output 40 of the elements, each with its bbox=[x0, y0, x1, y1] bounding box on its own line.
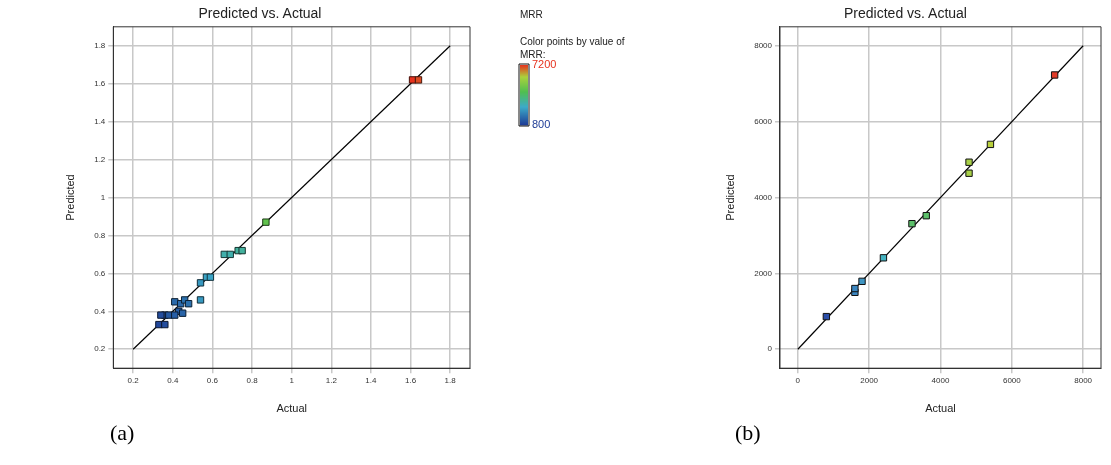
y-tick-label: 4000 bbox=[754, 192, 773, 202]
x-tick-label: 1.4 bbox=[365, 376, 378, 386]
x-tick-label: 1.8 bbox=[444, 376, 457, 386]
x-tick-label: 1.2 bbox=[325, 376, 338, 386]
x-tick-label: 6000 bbox=[1002, 376, 1022, 386]
y-tick-label: 0 bbox=[767, 344, 773, 354]
x-tick-label: 2000 bbox=[860, 376, 879, 386]
y-tick-label: 2000 bbox=[754, 268, 773, 278]
y-tick-label: 1.2 bbox=[94, 154, 106, 164]
chart-title: Predicted vs. Actual bbox=[198, 5, 322, 22]
y-tick-label: 1.6 bbox=[94, 78, 106, 88]
x-tick-label: 4000 bbox=[931, 376, 950, 386]
y-tick-label: 0.8 bbox=[94, 230, 106, 240]
x-tick-label: 0.8 bbox=[246, 376, 259, 386]
y-tick-label: 0.6 bbox=[94, 268, 106, 278]
y-axis-title: Predicted bbox=[63, 174, 76, 221]
x-tick-label: 0.2 bbox=[127, 376, 140, 386]
y-tick-label: 1.8 bbox=[94, 40, 106, 50]
text: MRR bbox=[520, 8, 543, 20]
chart-title: Predicted vs. Actual bbox=[844, 5, 967, 22]
y-tick-label: 8000 bbox=[754, 40, 773, 50]
text: (a) bbox=[110, 420, 135, 446]
x-tick-label: 1 bbox=[289, 376, 295, 386]
y-tick-label: 0.4 bbox=[94, 306, 106, 316]
x-tick-label: 8000 bbox=[1074, 376, 1093, 386]
x-tick-label: 1.6 bbox=[404, 376, 417, 386]
y-tick-label: 0.2 bbox=[94, 344, 106, 354]
text: (b) bbox=[735, 420, 761, 446]
color-bar-label: 800 bbox=[532, 118, 551, 131]
color-bar-label: 7200 bbox=[532, 58, 557, 71]
y-tick-label: 1.4 bbox=[94, 116, 106, 126]
x-axis-title: Actual bbox=[276, 402, 307, 415]
y-tick-label: 1 bbox=[100, 192, 106, 202]
legend-title: Color points by value of MRR: bbox=[520, 35, 625, 60]
x-axis-title: Actual bbox=[925, 402, 956, 415]
x-tick-label: 0 bbox=[795, 376, 801, 386]
y-axis-title: Predicted bbox=[723, 174, 736, 221]
x-tick-label: 0.4 bbox=[167, 376, 179, 386]
y-tick-label: 6000 bbox=[754, 116, 773, 126]
x-tick-label: 0.6 bbox=[206, 376, 219, 386]
